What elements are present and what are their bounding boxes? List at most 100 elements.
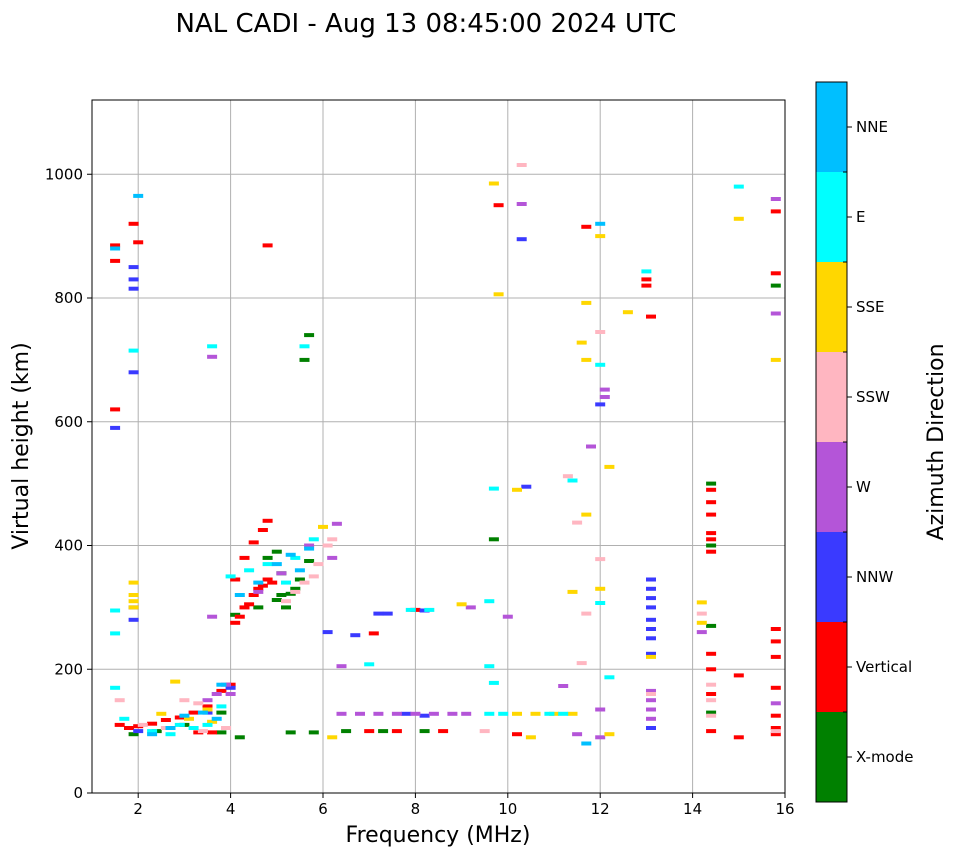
echo-point-sse	[733, 216, 744, 221]
echo-point-ssw	[479, 729, 490, 734]
echo-point-x-mode	[234, 735, 245, 740]
echo-point-nnw	[133, 729, 144, 734]
colorbar-tick-label: X-mode	[856, 748, 913, 766]
echo-point-w	[428, 711, 439, 716]
echo-point-e	[558, 711, 569, 716]
echo-point-e	[604, 675, 615, 680]
echo-point-w	[447, 711, 458, 716]
echo-point-w	[646, 716, 656, 721]
echo-point-nnw	[322, 630, 333, 635]
echo-point-w	[391, 711, 402, 716]
colorbar-swatch	[816, 442, 847, 532]
echo-point-x-mode	[271, 549, 282, 554]
echo-point-nnw	[373, 611, 384, 616]
echo-point-vertical	[124, 726, 134, 730]
echo-point-sse	[207, 719, 218, 724]
echo-point-x-mode	[706, 543, 717, 548]
echo-point-vertical	[257, 528, 268, 532]
echo-point-sse	[581, 300, 592, 305]
echo-point-sse	[696, 620, 707, 625]
echo-point-vertical	[133, 240, 144, 245]
echo-point-w	[558, 684, 569, 688]
echo-point-ssw	[572, 520, 583, 525]
echo-point-nnw	[128, 370, 139, 375]
echo-point-x-mode	[299, 357, 310, 362]
echo-point-ssw	[706, 713, 717, 718]
echo-point-vertical	[770, 627, 781, 631]
echo-point-w	[331, 521, 342, 526]
echo-point-sse	[512, 711, 522, 716]
echo-point-nnw	[516, 237, 527, 242]
echo-point-vertical	[706, 537, 717, 542]
grid	[92, 100, 786, 794]
echo-point-e	[202, 722, 213, 727]
echo-point-ssw	[595, 330, 606, 334]
echo-point-ssw	[137, 722, 148, 727]
echo-point-e	[488, 680, 499, 685]
echo-point-x-mode	[216, 710, 227, 715]
echo-point-vertical	[110, 407, 121, 412]
echo-point-w	[207, 614, 218, 619]
echo-point-e	[128, 348, 139, 353]
echo-point-ssw	[281, 599, 291, 604]
y-tick-label: 600	[54, 413, 83, 431]
echo-point-vertical	[706, 692, 717, 696]
echo-point-e	[595, 601, 606, 605]
echo-point-nnw	[646, 651, 656, 656]
echo-point-x-mode	[216, 730, 227, 735]
echo-point-x-mode	[341, 729, 352, 734]
echo-point-ssw	[646, 692, 656, 696]
echo-point-sse	[128, 605, 139, 610]
echo-point-nnw	[646, 617, 656, 622]
x-tick-label: 12	[591, 800, 610, 818]
echo-point-vertical	[364, 729, 375, 734]
echo-point-x-mode	[419, 729, 430, 734]
echo-point-ssw	[114, 698, 125, 703]
echo-point-w	[572, 732, 583, 737]
echo-point-x-mode	[276, 593, 287, 597]
echo-point-e	[207, 344, 218, 349]
echo-point-vertical	[239, 555, 250, 560]
echo-point-x-mode	[308, 730, 319, 735]
echo-point-e	[595, 362, 606, 367]
echo-point-w	[276, 571, 287, 576]
colorbar: X-mode Vertical NNW W SSW SSE E NNE	[815, 81, 913, 803]
echo-point-nnw	[401, 711, 412, 716]
echo-point-vertical	[733, 735, 744, 740]
colorbar-tick-label: E	[856, 208, 865, 226]
echo-point-x-mode	[770, 283, 781, 288]
echo-point-x-mode	[378, 729, 389, 734]
echo-point-nne	[211, 716, 222, 721]
echo-point-e	[188, 726, 199, 730]
echo-point-nne	[110, 246, 121, 251]
colorbar-tick-label: NNW	[856, 568, 893, 586]
echo-point-vertical	[706, 487, 717, 492]
echo-point-x-mode	[285, 730, 296, 735]
echo-point-vertical	[188, 710, 199, 715]
echo-point-w	[336, 711, 347, 716]
echo-point-nne	[197, 710, 208, 715]
echo-point-nne	[271, 562, 282, 567]
echo-point-sse	[184, 716, 194, 721]
echo-point-w	[770, 701, 781, 706]
echo-point-vertical	[248, 540, 259, 545]
echo-point-x-mode	[706, 623, 717, 628]
colorbar-swatch	[816, 82, 847, 172]
echo-point-e	[262, 562, 273, 567]
echo-point-vertical	[770, 209, 781, 214]
echo-point-w	[646, 688, 656, 693]
x-tick-label: 16	[775, 800, 794, 818]
echo-point-vertical	[706, 531, 717, 536]
echo-point-w	[373, 711, 384, 716]
echo-point-w	[516, 202, 527, 206]
echo-point-vertical	[770, 726, 781, 730]
echo-point-w	[461, 711, 472, 716]
echo-point-ssw	[290, 589, 301, 594]
echo-point-sse	[156, 711, 167, 716]
data-points	[110, 163, 781, 746]
colorbar-label: Azimuth Direction	[924, 343, 949, 540]
echo-point-vertical	[770, 271, 781, 276]
colorbar-tick-label: W	[856, 478, 871, 496]
echo-point-sse	[327, 735, 338, 740]
echo-point-x-mode	[253, 605, 264, 610]
